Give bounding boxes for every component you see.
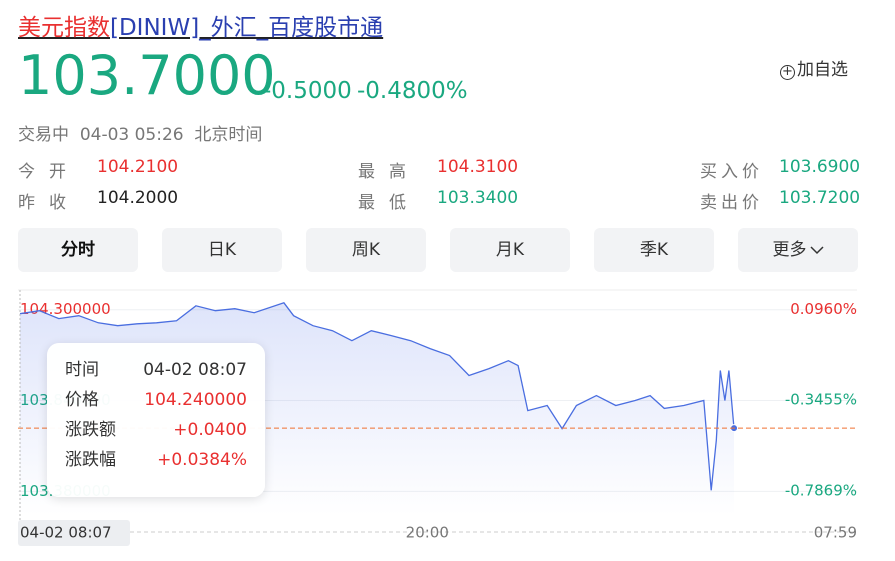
stat-label: 今开 [18, 162, 80, 182]
tooltip-value: 104.240000 [144, 390, 247, 410]
status-line: 交易中 04-03 05:26 北京时间 [18, 120, 262, 145]
stat-label: 昨收 [18, 193, 80, 213]
tooltip-row: 涨跌幅 +0.0384% [65, 445, 247, 475]
tab[interactable]: 月K [450, 228, 570, 272]
change: -0.5000 [263, 78, 352, 104]
tab[interactable]: 季K [594, 228, 714, 272]
price: 103.7000 [18, 44, 276, 107]
stat-value: 103.7200 [779, 188, 861, 208]
y2-tick-label: 0.0960% [790, 300, 857, 318]
add-watchlist[interactable]: + 加自选 [780, 55, 848, 80]
tooltip-row: 时间 04-02 08:07 [65, 355, 247, 385]
change-pct: -0.4800% [357, 78, 468, 104]
y2-tick-label: -0.7869% [785, 481, 857, 499]
stat-label: 最高 [358, 162, 420, 182]
tab[interactable]: 更多 [738, 228, 858, 272]
line [19, 302, 735, 491]
x-tick-label: 04-02 08:07 [20, 524, 112, 542]
tz: 北京时间 [194, 125, 263, 145]
tab[interactable]: 分时 [18, 228, 138, 272]
title-name: 美元指数 [18, 15, 110, 41]
tooltip-label: 涨跌幅 [65, 450, 116, 470]
time: 04-03 05:26 [79, 125, 184, 145]
stat-value: 104.2000 [97, 188, 179, 208]
stat-value: 104.2100 [97, 157, 179, 177]
tooltip-label: 涨跌额 [65, 420, 116, 440]
tooltip-row: 涨跌额 +0.0400 [65, 415, 247, 445]
status: 交易中 [18, 125, 69, 145]
tooltip-value: +0.0384% [157, 450, 247, 470]
tooltip-label: 价格 [65, 390, 99, 410]
x-tick-label: 20:00 [406, 524, 449, 542]
stat-value: 103.3400 [437, 188, 519, 208]
stat-label: 最低 [358, 193, 420, 213]
tooltip-value: +0.0400 [173, 420, 247, 440]
tooltip-value: 04-02 08:07 [143, 360, 247, 380]
x-tick-label: 07:59 [814, 524, 857, 542]
stat-label: 买入价 [700, 162, 763, 182]
tooltip-row: 价格 104.240000 [65, 385, 247, 415]
chevron [809, 246, 824, 255]
title-rest: [DINIW]_外汇_百度股市通 [110, 15, 384, 41]
stat-value: 103.6900 [779, 157, 861, 177]
add-label: 加自选 [797, 60, 848, 80]
stat-value: 104.3100 [437, 157, 519, 177]
tab[interactable]: 周K [306, 228, 426, 272]
stat-label: 卖出价 [700, 193, 763, 213]
y2-tick-label: -0.3455% [785, 391, 857, 409]
tooltip: 时间 04-02 08:07 价格 104.240000 涨跌额 +0.0400 涨跌幅 +0… [47, 343, 265, 497]
page-title[interactable]: 美元指数[DINIW]_外汇_百度股市通 [18, 8, 383, 42]
tooltip-label: 时间 [65, 360, 99, 380]
hover-label-bg [18, 520, 130, 546]
tab[interactable]: 日K [162, 228, 282, 272]
